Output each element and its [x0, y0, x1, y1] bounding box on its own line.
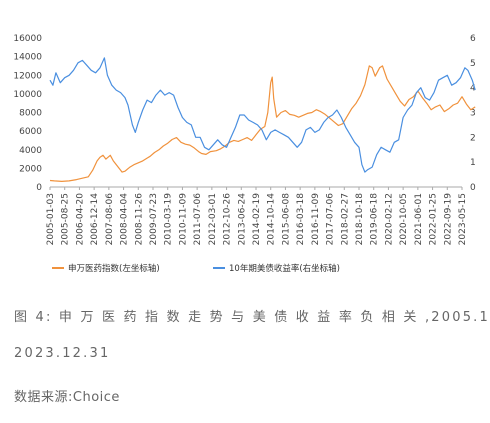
x-tick-label: 2015-06-08 [281, 193, 291, 246]
x-tick-label: 2006-04-20 [75, 193, 85, 246]
x-tick-label: 2022-09-19 [443, 193, 453, 246]
y-left-tick-label: 2000 [19, 164, 42, 174]
x-tick-label: 2023-05-15 [458, 193, 468, 245]
y-right-tick-label: 5 [470, 59, 476, 69]
x-tick-label: 2022-01-25 [429, 193, 439, 245]
x-tick-label: 2012-10-26 [223, 193, 233, 246]
x-tick-label: 2008-11-26 [134, 193, 144, 246]
x-tick-label: 2008-04-04 [120, 193, 130, 246]
figure-caption-line1: 图 4: 申 万 医 药 指 数 走 势 与 美 债 收 益 率 负 相 关 ,… [14, 310, 490, 325]
x-tick-label: 2014-02-19 [252, 193, 262, 246]
x-tick-label: 2018-02-27 [340, 193, 350, 245]
y-left-tick-label: 14000 [13, 53, 42, 63]
x-tick-label: 2016-03-18 [296, 193, 306, 246]
x-tick-label: 2020-02-12 [384, 193, 394, 245]
x-tick-label: 2019-06-18 [370, 193, 380, 246]
legend-label: 申万医药指数(左坐标轴) [68, 263, 160, 274]
x-tick-label: 2009-07-23 [149, 193, 159, 245]
figure-caption-line2: 2023.12.31 [14, 346, 111, 361]
y-right-tick-label: 0 [470, 183, 476, 193]
y-right-tick-label: 6 [470, 34, 476, 44]
y-left-tick-label: 8000 [19, 109, 42, 119]
x-tick-label: 2011-07-06 [193, 193, 203, 246]
x-tick-label: 2018-10-18 [355, 193, 365, 246]
x-tick-label: 2017-07-06 [326, 193, 336, 246]
y-left-tick-label: 4000 [19, 146, 42, 156]
legend-label: 10年期美债收益率(右坐标轴) [229, 263, 340, 274]
y-right-tick-label: 2 [470, 133, 476, 143]
y-right-tick-label: 3 [470, 109, 476, 119]
x-tick-label: 2013-06-24 [237, 193, 247, 246]
line-chart: 0 2000 4000 6000 8000 10000 12000 14000 16000 0 1 2… [13, 34, 476, 274]
x-tick-label: 2006-12-14 [90, 193, 100, 246]
y-right-tick-label: 4 [470, 84, 476, 94]
y-left-tick-label: 12000 [13, 71, 42, 81]
x-tick-label: 2010-03-19 [164, 193, 174, 246]
y-left-tick-label: 10000 [13, 90, 42, 100]
x-tick-label: 2020-10-05 [399, 193, 409, 245]
x-tick-label: 2005-01-03 [46, 193, 56, 245]
series-sw-pharma-index-line [49, 65, 476, 182]
y-right-tick-label: 1 [470, 158, 476, 168]
x-tick-label: 2007-08-06 [105, 193, 115, 246]
series-us-10y-yield-line [49, 57, 476, 173]
y-left-tick-label: 0 [36, 183, 42, 193]
x-tick-label: 2021-06-01 [414, 193, 424, 245]
y-left-tick-label: 6000 [19, 127, 42, 137]
y-left-tick-label: 16000 [13, 34, 42, 44]
x-tick-label: 2005-08-25 [61, 193, 71, 245]
x-tick-label: 2014-10-14 [267, 193, 277, 246]
x-tick-label: 2016-11-09 [311, 193, 321, 246]
x-tick-label: 2012-03-01 [208, 193, 218, 245]
x-tick-label: 2010-11-09 [178, 193, 188, 246]
data-source-note: 数据来源:Choice [14, 390, 120, 405]
